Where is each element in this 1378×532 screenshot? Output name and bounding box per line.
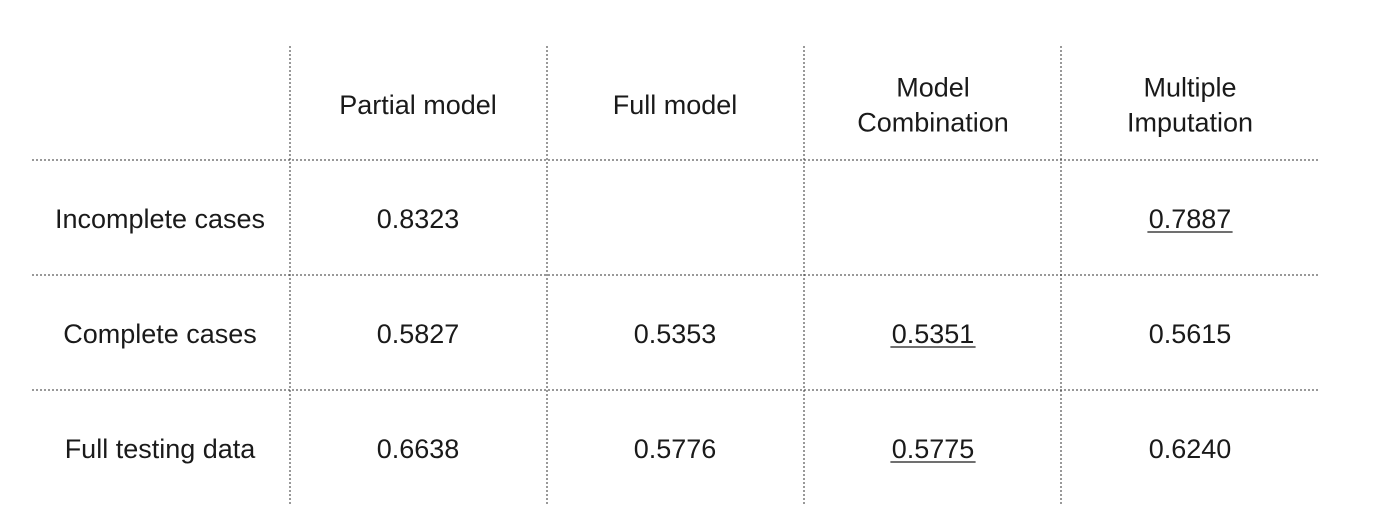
cell-r2-c2: 0.5353 xyxy=(634,319,717,349)
cell-r3-c2: 0.5776 xyxy=(634,434,717,464)
column-header-2: Full model xyxy=(613,90,738,120)
cell-r2-c3: 0.5351 xyxy=(892,319,975,349)
column-header-1: Partial model xyxy=(339,90,497,120)
column-header-3-line-1: Model xyxy=(896,73,970,103)
column-header-3-line-2: Combination xyxy=(857,108,1009,138)
row-label-3: Full testing data xyxy=(65,434,257,464)
cell-r2-c4: 0.5615 xyxy=(1149,319,1232,349)
cell-r3-c1: 0.6638 xyxy=(377,434,460,464)
cell-r1-c1: 0.8323 xyxy=(377,204,460,234)
row-label-1: Incomplete cases xyxy=(55,204,265,234)
cell-r3-c4: 0.6240 xyxy=(1149,434,1232,464)
cell-r2-c1: 0.5827 xyxy=(377,319,460,349)
column-header-4-line-2: Imputation xyxy=(1127,108,1253,138)
column-header-4-line-1: Multiple xyxy=(1143,73,1236,103)
row-label-2: Complete cases xyxy=(63,319,257,349)
cell-r3-c3: 0.5775 xyxy=(892,434,975,464)
cell-r1-c4: 0.7887 xyxy=(1149,204,1232,234)
